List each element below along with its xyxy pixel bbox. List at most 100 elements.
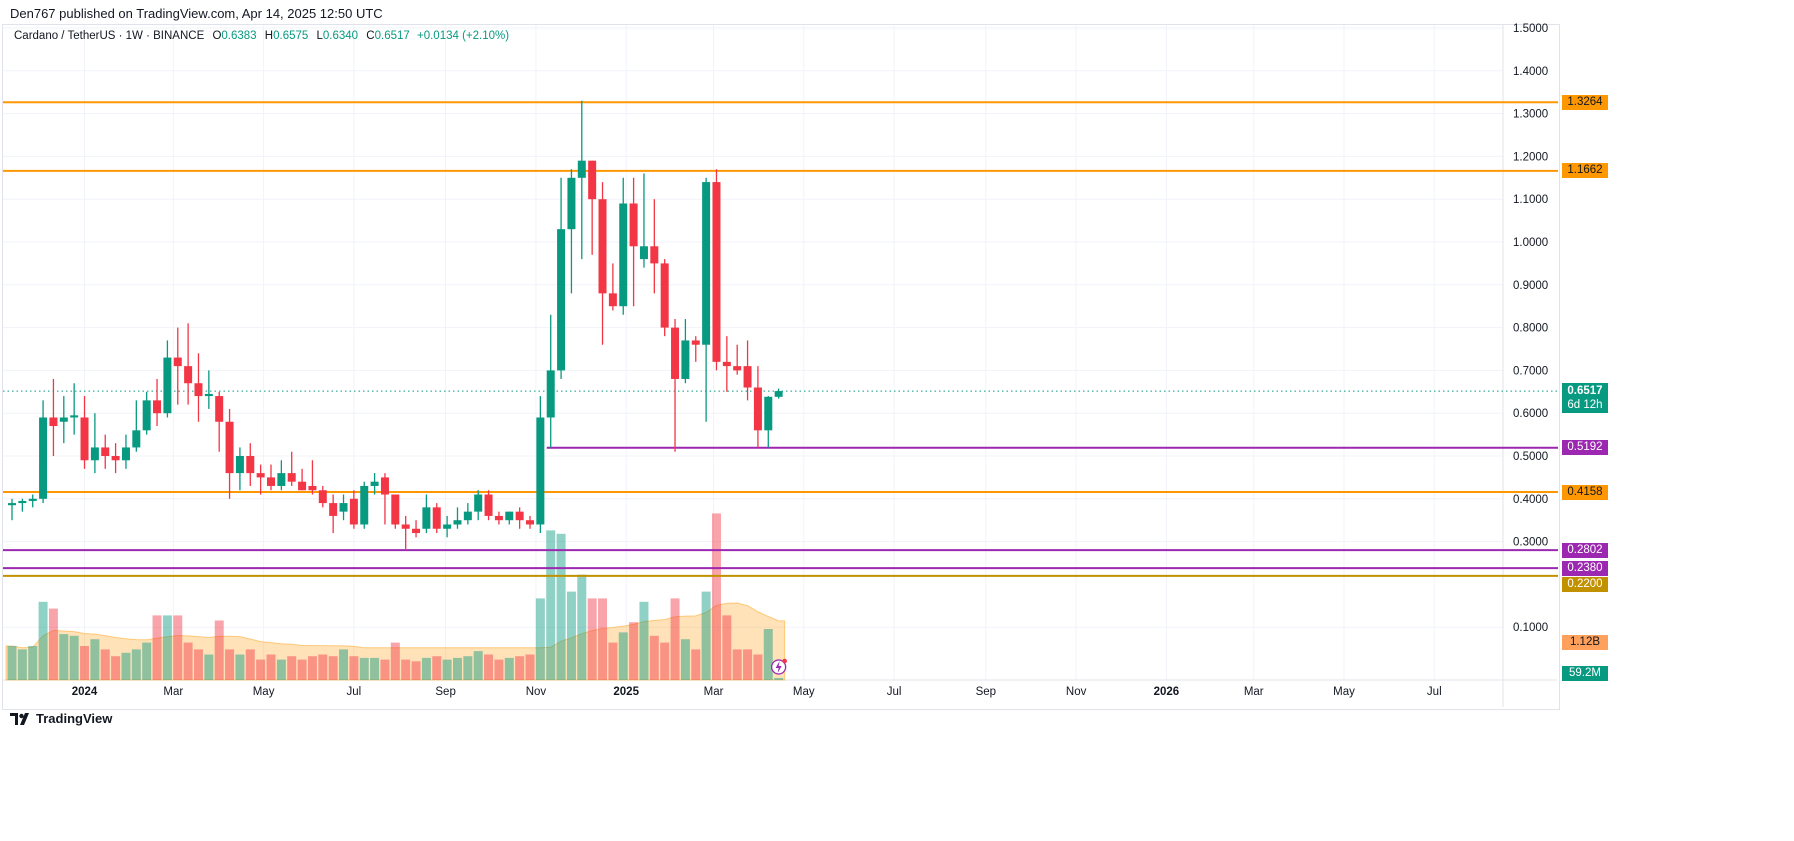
volume-bar xyxy=(38,601,48,680)
volume-bar xyxy=(297,659,307,680)
candle xyxy=(329,494,338,534)
time-tick-label: 2025 xyxy=(613,686,639,698)
volume-bar xyxy=(390,642,400,680)
volume-bar xyxy=(173,615,183,680)
candle xyxy=(474,490,483,521)
candle xyxy=(39,400,48,504)
candle xyxy=(691,336,700,362)
candle-body xyxy=(557,229,566,371)
level-price-tag: 0.4158 xyxy=(1562,484,1608,500)
candle xyxy=(432,503,441,534)
price-tick-label: 1.0000 xyxy=(1513,237,1548,249)
volume-bar xyxy=(235,654,245,680)
level-price-tag: 0.2200 xyxy=(1562,576,1608,592)
bar-countdown: 6d 12h xyxy=(1567,399,1603,412)
candle-body xyxy=(619,203,628,307)
candle xyxy=(515,507,524,529)
volume-bar xyxy=(100,649,110,680)
candle xyxy=(619,177,628,315)
candle-body xyxy=(722,361,731,367)
candle-body xyxy=(39,417,48,499)
candle xyxy=(163,340,172,418)
time-tick-label: Jul xyxy=(1427,686,1442,698)
time-tick-label: May xyxy=(253,686,275,698)
volume-bar xyxy=(701,591,711,680)
price-tick-label: 1.1000 xyxy=(1513,194,1548,206)
candle xyxy=(526,515,534,529)
open-value: 0.6383 xyxy=(221,30,257,42)
volume-bar xyxy=(214,620,224,680)
volume-bar xyxy=(535,598,545,680)
candle xyxy=(349,490,358,529)
candle xyxy=(567,169,576,294)
candle xyxy=(370,473,379,495)
volume-bar xyxy=(463,656,473,680)
candle-body xyxy=(184,366,193,384)
candle-body xyxy=(474,494,483,512)
volume-bar xyxy=(598,598,608,680)
volume-bar xyxy=(421,657,431,680)
level-price-tag: 0.2380 xyxy=(1562,560,1608,576)
candle-body xyxy=(308,485,317,491)
volume-bar xyxy=(722,615,732,680)
candle xyxy=(49,378,58,456)
candle-body xyxy=(329,503,338,516)
volume-bar xyxy=(370,657,380,680)
volume-bar xyxy=(380,659,390,680)
candle xyxy=(173,327,182,405)
candle-body xyxy=(277,473,286,486)
candle-body xyxy=(142,400,151,431)
volume-bar xyxy=(484,654,494,680)
candle xyxy=(422,494,431,534)
candle xyxy=(557,177,566,379)
volume-bar xyxy=(90,639,100,680)
candle xyxy=(204,370,213,409)
volume-bar xyxy=(318,654,328,680)
candle-body xyxy=(412,528,421,534)
volume-bar xyxy=(152,615,162,680)
candle xyxy=(598,182,607,345)
volume-bar xyxy=(121,652,131,680)
volume-bar xyxy=(193,649,203,680)
candle xyxy=(184,323,193,405)
candle-body xyxy=(422,507,431,529)
candle-body xyxy=(18,500,27,504)
candle-body xyxy=(753,387,762,431)
candle-body xyxy=(598,199,607,294)
candle xyxy=(235,447,244,491)
candle-body xyxy=(505,511,514,521)
time-tick-label: Mar xyxy=(163,686,183,698)
candle-body xyxy=(650,246,659,264)
volume-bar xyxy=(17,649,27,680)
volume-bar xyxy=(473,651,483,680)
tradingview-logo-icon xyxy=(10,712,29,725)
candle-body xyxy=(401,524,410,529)
candle xyxy=(18,498,27,512)
candle-body xyxy=(225,421,234,474)
candle-body xyxy=(774,391,783,397)
volume-bar xyxy=(266,654,276,680)
volume-bar xyxy=(80,646,90,680)
price-tick-label: 0.1000 xyxy=(1513,622,1548,634)
volume-bar xyxy=(629,622,639,680)
volume-ma-area xyxy=(5,602,786,681)
volume-bar xyxy=(162,615,172,680)
volume-bar xyxy=(546,530,556,680)
candle-body xyxy=(287,473,296,482)
volume-bar xyxy=(608,642,618,680)
candle-body xyxy=(204,393,213,397)
candle-body xyxy=(639,246,648,260)
volume-bar xyxy=(660,642,670,680)
candle xyxy=(256,464,265,495)
candle-body xyxy=(733,366,742,371)
last-price-tag: 0.6517 6d 12h xyxy=(1562,383,1608,414)
candle-body xyxy=(629,203,638,247)
candle-body xyxy=(702,182,711,345)
candle-body xyxy=(671,327,680,379)
candle xyxy=(401,515,410,551)
candle xyxy=(722,336,731,392)
price-tick-label: 0.4000 xyxy=(1513,494,1548,506)
symbol-name[interactable]: Cardano / TetherUS · 1W · BINANCE xyxy=(14,30,205,42)
candle xyxy=(360,481,369,529)
